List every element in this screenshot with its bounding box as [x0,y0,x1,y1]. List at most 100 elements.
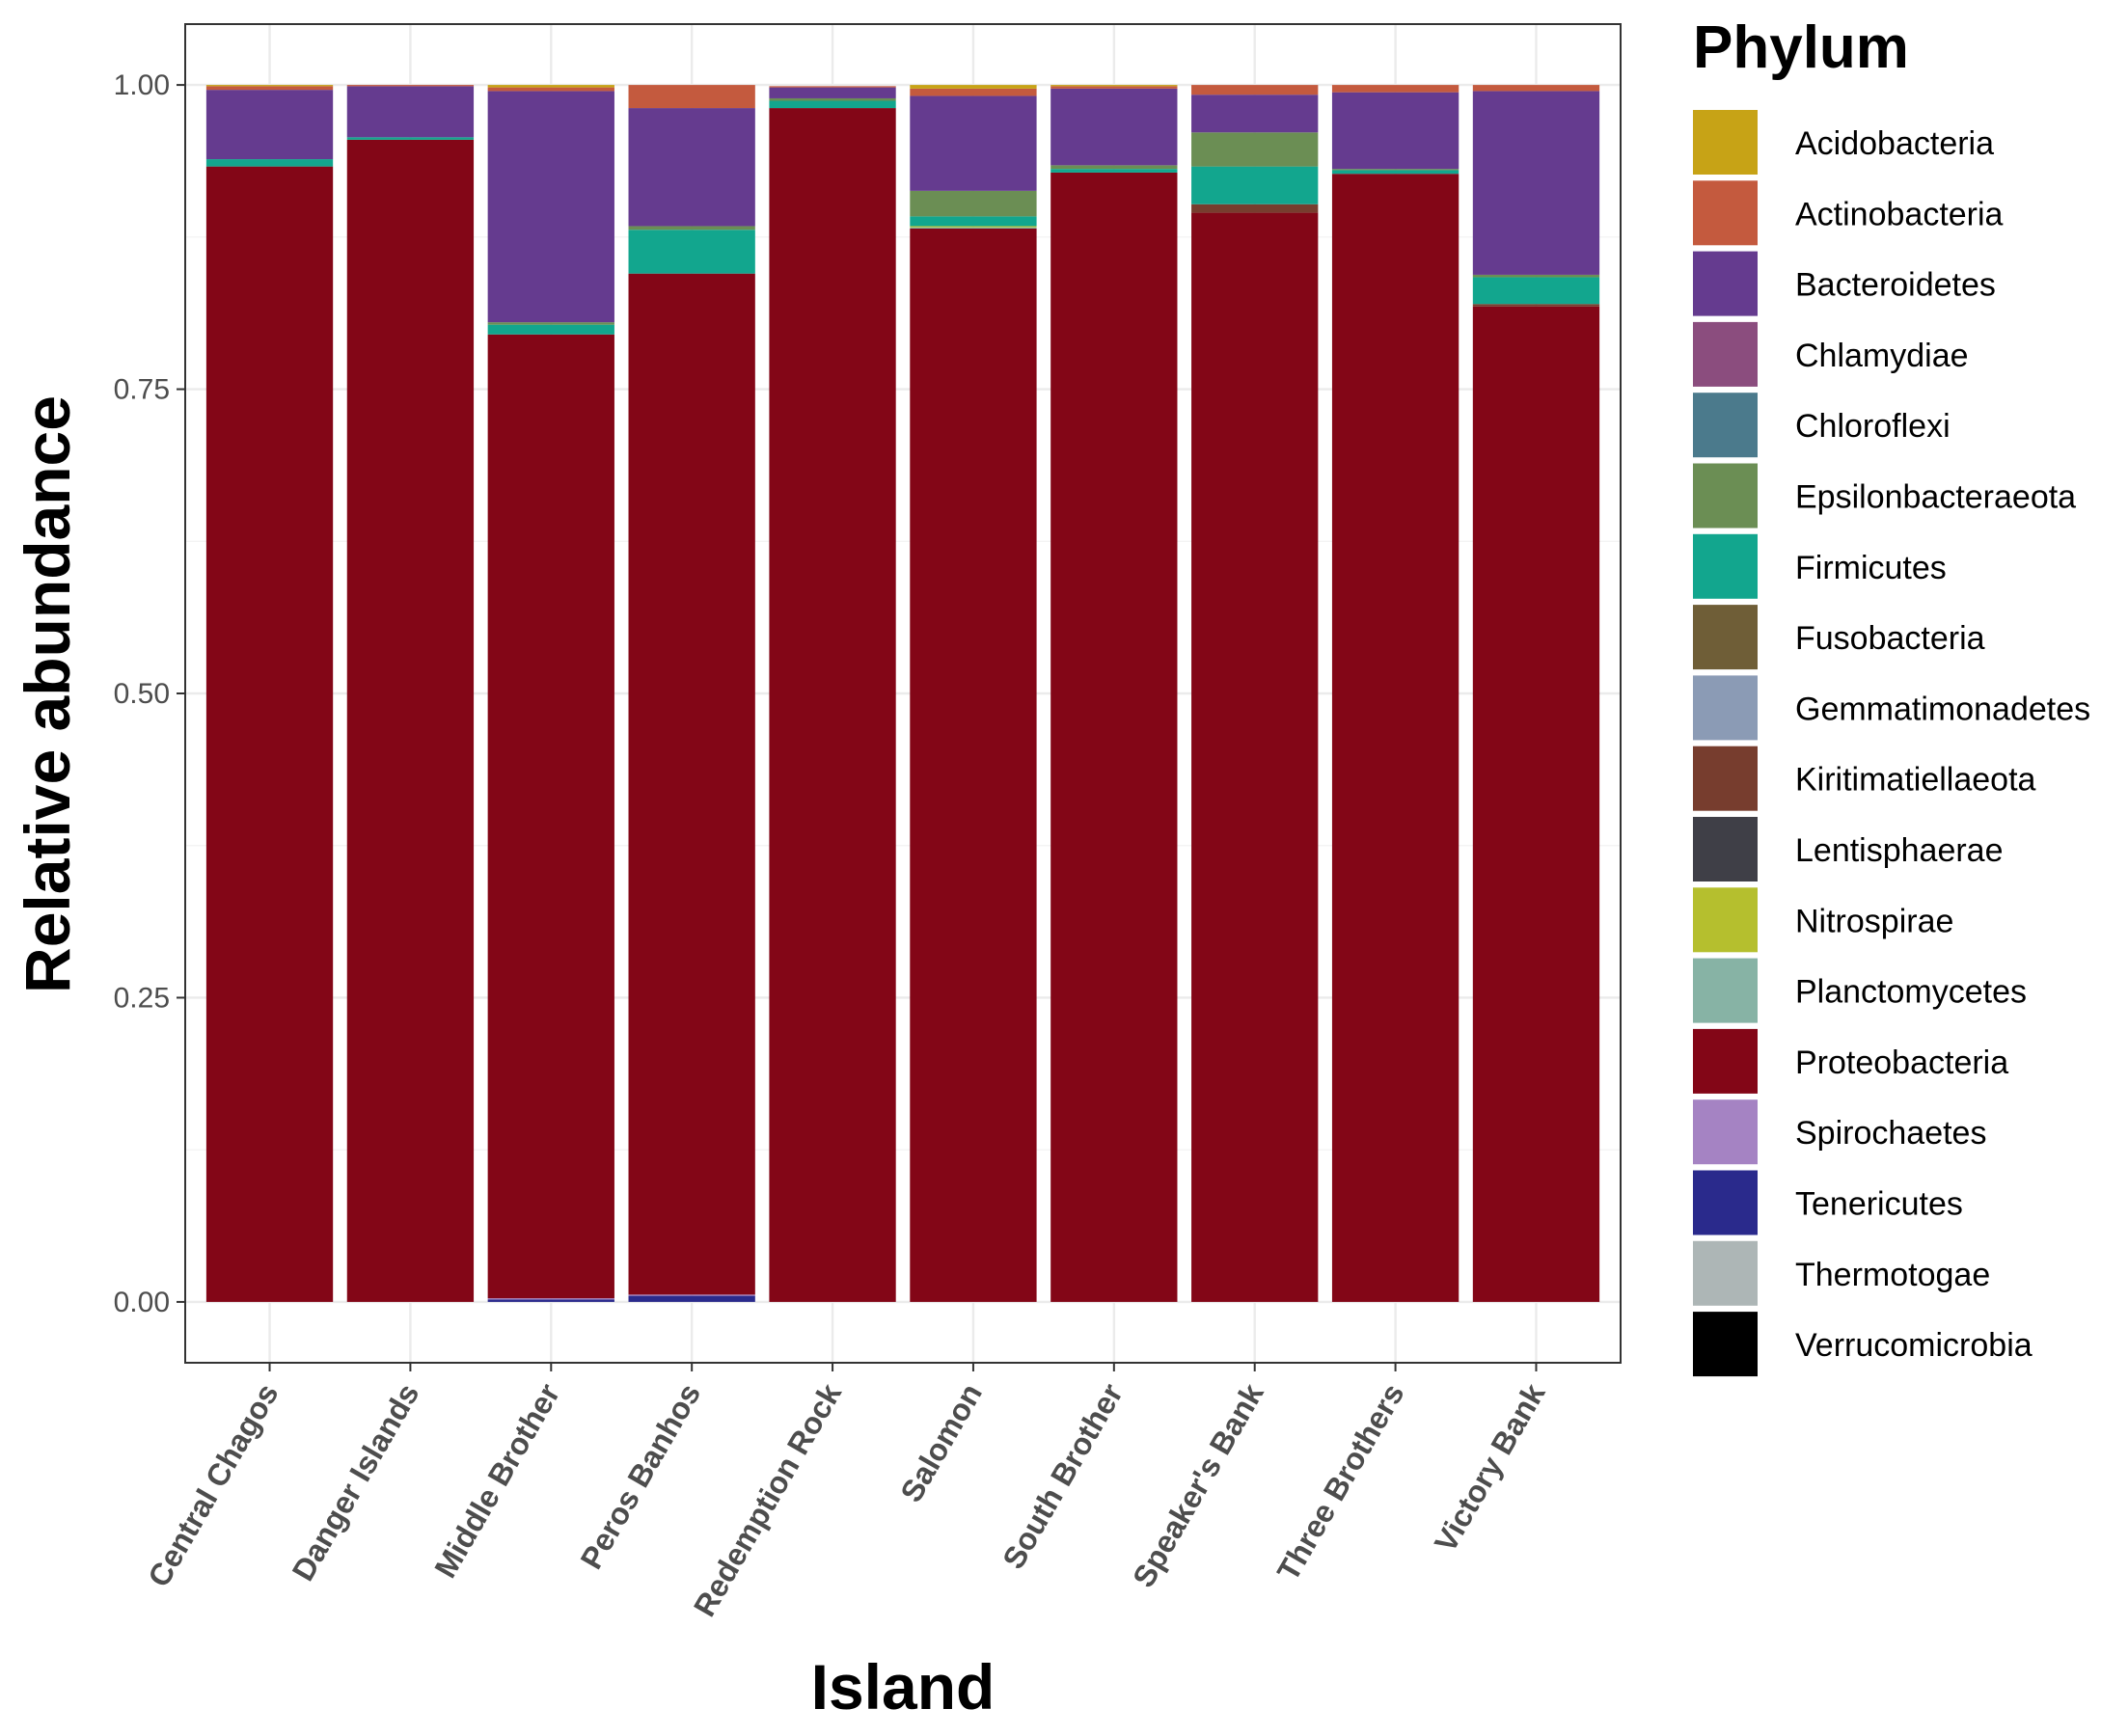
bar-segment [205,90,334,160]
legend-label: Nitrospirae [1795,903,1953,939]
legend-label: Chlamydiae [1795,338,1969,374]
legend-swatch [1693,110,1758,175]
legend-label: Chloroflexi [1795,408,1951,445]
legend-label: Firmicutes [1795,550,1947,586]
legend-label: Kiritimatiellaeota [1795,762,2036,799]
bar-segment [205,86,334,91]
bar-segment [1191,203,1319,213]
legend-swatch [1693,958,1758,1023]
legend-swatch [1693,393,1758,458]
legend-swatch [1693,251,1758,316]
legend-label: Thermotogae [1795,1257,1990,1293]
legend-swatch [1693,1099,1758,1165]
bar-segment [910,226,1037,228]
legend-swatch [1693,463,1758,529]
bar-segment [1331,169,1460,171]
legend-swatch [1693,675,1758,741]
legend-swatch [1693,1028,1758,1094]
bar-segment [1472,306,1600,1302]
legend-label: Lentisphaerae [1795,832,2004,869]
bar-segment [1472,91,1600,275]
legend-swatch [1693,1170,1758,1235]
bar-segment [205,166,334,1302]
bar-segment [1191,95,1319,133]
bar-segment [1472,277,1600,305]
bar-segment [769,86,896,88]
bars [205,85,1600,1302]
legend-label: Actinobacteria [1795,196,2004,232]
bar-segment [487,334,614,1299]
y-tick-label: 0.75 [114,374,170,406]
bar-segment [487,322,614,325]
legend-swatch [1693,1312,1758,1377]
legend-label: Verrucomicrobia [1795,1327,2033,1364]
y-axis-title: Relative abundance [12,395,83,993]
bar-segment [1472,274,1600,278]
legend-label: Spirochaetes [1795,1115,1986,1152]
bar-segment [1191,85,1319,95]
x-axis-title: Island [811,1651,996,1722]
legend-swatch [1693,746,1758,811]
bar-segment [1472,304,1600,307]
bar-segment [346,139,475,1302]
bar-segment [1050,86,1178,89]
bar-segment [1331,92,1460,170]
bar-segment [1331,85,1460,93]
bar-segment [487,87,614,92]
y-tick-label: 0.00 [114,1287,170,1318]
bar-segment [1050,172,1178,1302]
bar-segment [910,85,1037,89]
bar-segment [1050,165,1178,170]
bar-segment [1050,85,1178,87]
bar-segment [487,1298,614,1300]
legend-swatch [1693,817,1758,882]
bar-segment [769,108,896,1302]
bar-segment [205,85,334,87]
bar-segment [910,227,1037,229]
legend-label: Bacteroidetes [1795,267,1996,304]
legend-label: Epsilonbacteraeota [1795,479,2076,516]
bar-segment [628,1294,755,1296]
bar-segment [346,137,475,140]
bar-segment [628,226,755,231]
bar-segment [769,87,896,98]
y-tick-label: 0.50 [114,678,170,710]
bar-segment [1331,170,1460,175]
bar-segment [910,190,1037,217]
legend-swatch [1693,321,1758,387]
bar-segment [628,108,755,227]
bar-segment [487,324,614,335]
bar-segment [628,230,755,274]
bar-segment [910,88,1037,96]
bar-segment [769,100,896,109]
legend-swatch [1693,1240,1758,1306]
bar-segment [346,85,475,87]
bar-segment [628,85,755,109]
bar-segment [1331,174,1460,1302]
legend-label: Tenericutes [1795,1186,1963,1223]
bar-segment [628,273,755,1295]
bar-segment [346,86,475,138]
bar-segment [769,97,896,101]
legend-title: Phylum [1693,14,1909,81]
legend-swatch [1693,605,1758,670]
y-tick-label: 0.25 [114,982,170,1014]
bar-segment [1050,169,1178,173]
legend-swatch [1693,887,1758,953]
bar-segment [910,228,1037,1302]
bar-segment [487,85,614,88]
bar-segment [910,95,1037,191]
y-axis: 0.00 0.25 0.50 0.75 1.00 [114,69,185,1318]
legend-label: Gemmatimonadetes [1795,691,2090,727]
bar-segment [1191,166,1319,204]
bar-segment [205,159,334,167]
legend-swatch [1693,180,1758,246]
legend-label: Fusobacteria [1795,620,1985,657]
bar-segment [628,1295,755,1302]
legend: Phylum Acidobacteria Actinobacteria Bacter… [1693,14,2090,1377]
bar-segment [1050,88,1178,166]
bar-segment [1472,85,1600,92]
bar-segment [487,1299,614,1302]
legend-label: Acidobacteria [1795,125,1994,162]
